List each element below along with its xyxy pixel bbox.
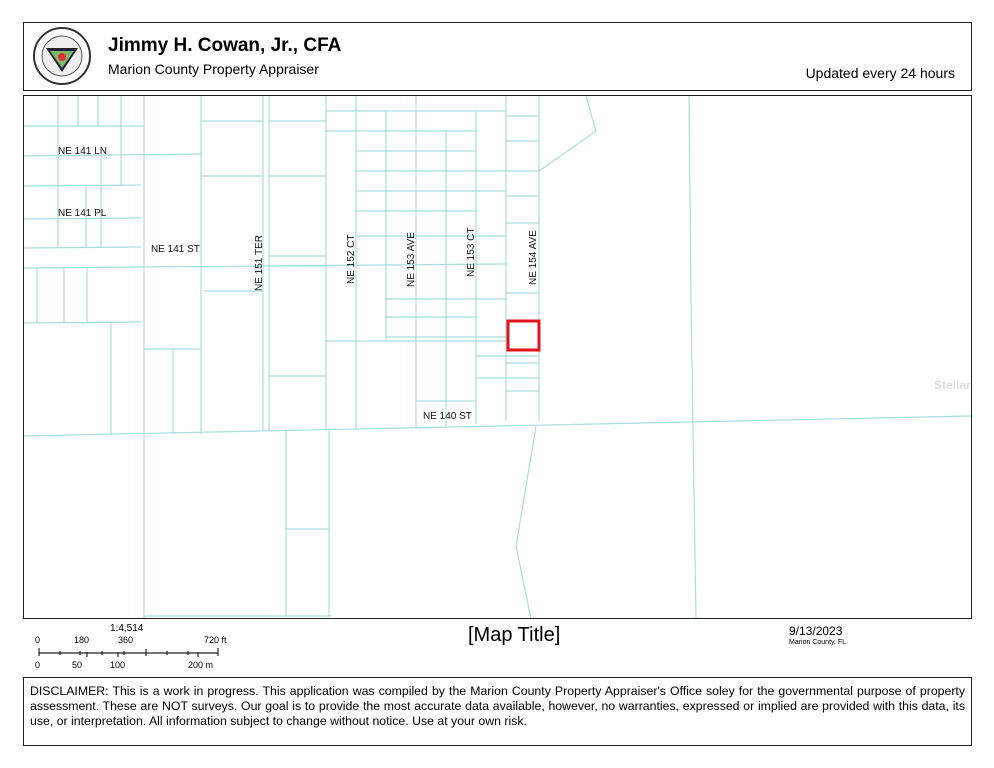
- street-label: NE 154 AVE: [528, 230, 539, 285]
- scale-ratio: 1:4,514: [110, 623, 144, 634]
- appraiser-name: Jimmy H. Cowan, Jr., CFA: [108, 35, 342, 56]
- street-label: NE 141 LN: [58, 146, 107, 157]
- subject-parcel-highlight[interactable]: [506, 319, 541, 352]
- watermark: StellarMLS: [934, 378, 971, 392]
- scale-tick: 180: [74, 635, 90, 645]
- parcel-lines: NE 141 LN NE 141 PL NE 141 ST NE 151 TER…: [24, 96, 971, 618]
- street-label: NE 141 ST: [151, 244, 200, 255]
- street-label: NE 153 CT: [466, 228, 477, 277]
- appraiser-seal-logo: [33, 27, 91, 85]
- scale-bar: 1:4,514 0 180 360 720 ft 0 50 100 200 m: [30, 623, 240, 673]
- street-label: NE 153 AVE: [406, 232, 417, 287]
- update-note: Updated every 24 hours: [805, 65, 955, 81]
- street-label: NE 151 TER: [254, 235, 265, 291]
- header: Jimmy H. Cowan, Jr., CFA Marion County P…: [23, 22, 972, 91]
- scale-tick: 50: [72, 660, 83, 670]
- scale-tick: 720 ft: [204, 635, 227, 645]
- scale-tick: 100: [110, 660, 126, 670]
- scale-tick: 200 m: [188, 660, 214, 670]
- scale-tick: 0: [35, 635, 41, 645]
- office-name: Marion County Property Appraiser: [108, 61, 319, 77]
- street-label: NE 152 CT: [346, 235, 357, 284]
- print-date: 9/13/2023: [789, 624, 843, 638]
- scale-tick: 360: [118, 635, 134, 645]
- disclaimer: DISCLAIMER: This is a work in progress. …: [23, 677, 972, 746]
- street-label: NE 140 ST: [423, 411, 472, 422]
- map-title: [Map Title]: [468, 624, 561, 646]
- street-label: NE 141 PL: [58, 208, 107, 219]
- scale-tick: 0: [35, 660, 41, 670]
- parcel-map[interactable]: NE 141 LN NE 141 PL NE 141 ST NE 151 TER…: [23, 95, 972, 619]
- county-label: Marion County, FL: [789, 639, 847, 646]
